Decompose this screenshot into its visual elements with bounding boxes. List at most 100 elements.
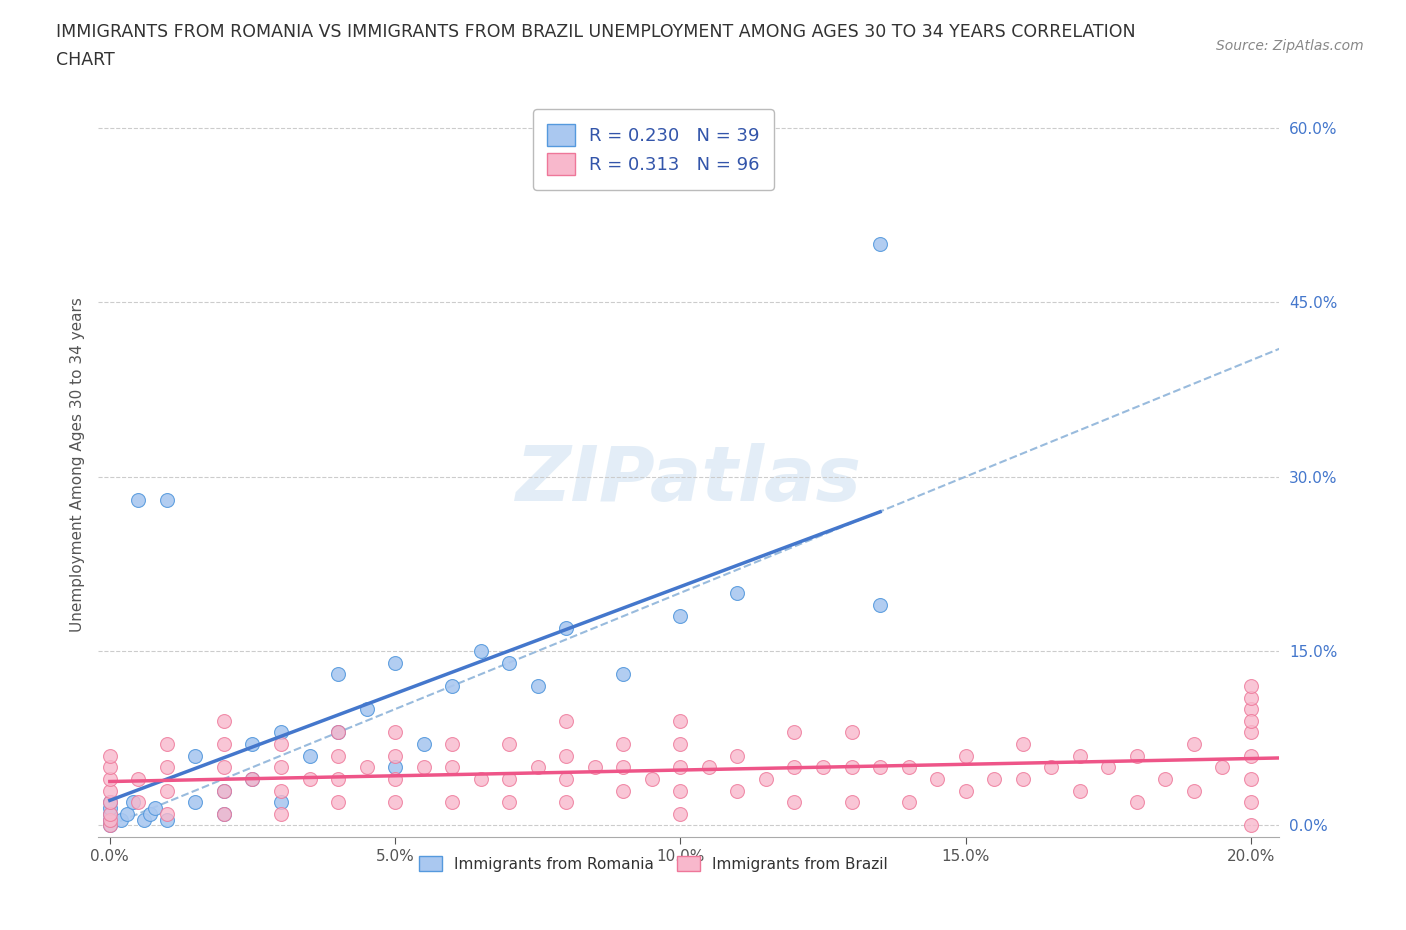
Point [98, 772, 121, 787]
Point [98, 794, 121, 809]
Point [98, 812, 121, 827]
Point [612, 667, 634, 682]
Point [1211, 760, 1233, 775]
Point [412, 737, 434, 751]
Point [725, 748, 748, 763]
Point [212, 783, 235, 798]
Point [127, 493, 149, 508]
Point [156, 493, 179, 508]
Point [498, 655, 520, 670]
Point [1240, 690, 1263, 705]
Text: Source: ZipAtlas.com: Source: ZipAtlas.com [1216, 39, 1364, 53]
Point [441, 737, 464, 751]
Point [98, 818, 121, 833]
Point [441, 794, 464, 809]
Point [725, 783, 748, 798]
Y-axis label: Unemployment Among Ages 30 to 34 years: Unemployment Among Ages 30 to 34 years [69, 298, 84, 632]
Point [1040, 760, 1063, 775]
Point [184, 794, 207, 809]
Point [498, 794, 520, 809]
Point [98, 748, 121, 763]
Point [697, 760, 720, 775]
Point [156, 806, 179, 821]
Point [1240, 772, 1263, 787]
Point [326, 772, 349, 787]
Point [1182, 737, 1205, 751]
Point [897, 760, 920, 775]
Point [270, 760, 292, 775]
Point [1126, 748, 1149, 763]
Legend: Immigrants from Romania, Immigrants from Brazil: Immigrants from Romania, Immigrants from… [413, 849, 894, 878]
Point [1240, 702, 1263, 717]
Point [212, 806, 235, 821]
Point [612, 783, 634, 798]
Point [1240, 794, 1263, 809]
Point [326, 748, 349, 763]
Point [669, 783, 692, 798]
Point [841, 794, 863, 809]
Point [212, 737, 235, 751]
Point [270, 737, 292, 751]
Point [98, 794, 121, 809]
Point [841, 760, 863, 775]
Point [1011, 737, 1033, 751]
Point [139, 806, 162, 821]
Point [669, 760, 692, 775]
Point [498, 772, 520, 787]
Point [725, 586, 748, 601]
Point [1240, 679, 1263, 694]
Point [1126, 794, 1149, 809]
Point [98, 806, 121, 821]
Point [212, 713, 235, 728]
Point [98, 760, 121, 775]
Point [242, 772, 264, 787]
Point [326, 725, 349, 740]
Point [384, 794, 406, 809]
Point [127, 772, 149, 787]
Point [326, 725, 349, 740]
Point [641, 772, 664, 787]
Point [98, 806, 121, 821]
Point [470, 644, 492, 658]
Point [270, 725, 292, 740]
Point [983, 772, 1005, 787]
Point [98, 783, 121, 798]
Point [955, 748, 977, 763]
Point [384, 748, 406, 763]
Point [298, 748, 321, 763]
Point [1069, 748, 1091, 763]
Point [270, 806, 292, 821]
Point [955, 783, 977, 798]
Point [526, 760, 548, 775]
Point [270, 783, 292, 798]
Point [612, 737, 634, 751]
Point [212, 806, 235, 821]
Point [612, 760, 634, 775]
Point [841, 725, 863, 740]
Point [145, 801, 167, 816]
Point [115, 806, 138, 821]
Point [783, 794, 806, 809]
Point [669, 737, 692, 751]
Point [356, 760, 378, 775]
Point [498, 737, 520, 751]
Point [326, 794, 349, 809]
Point [783, 760, 806, 775]
Point [121, 794, 143, 809]
Point [1240, 818, 1263, 833]
Point [669, 806, 692, 821]
Point [1240, 713, 1263, 728]
Point [441, 679, 464, 694]
Point [927, 772, 949, 787]
Point [384, 772, 406, 787]
Point [583, 760, 606, 775]
Point [669, 609, 692, 624]
Point [326, 667, 349, 682]
Point [384, 655, 406, 670]
Point [184, 748, 207, 763]
Point [869, 237, 891, 252]
Point [470, 772, 492, 787]
Point [669, 713, 692, 728]
Point [555, 794, 578, 809]
Point [1154, 772, 1177, 787]
